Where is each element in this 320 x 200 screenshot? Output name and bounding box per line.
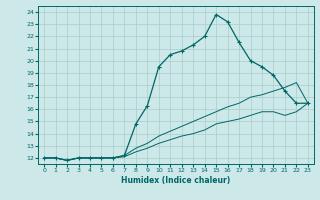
X-axis label: Humidex (Indice chaleur): Humidex (Indice chaleur): [121, 176, 231, 185]
